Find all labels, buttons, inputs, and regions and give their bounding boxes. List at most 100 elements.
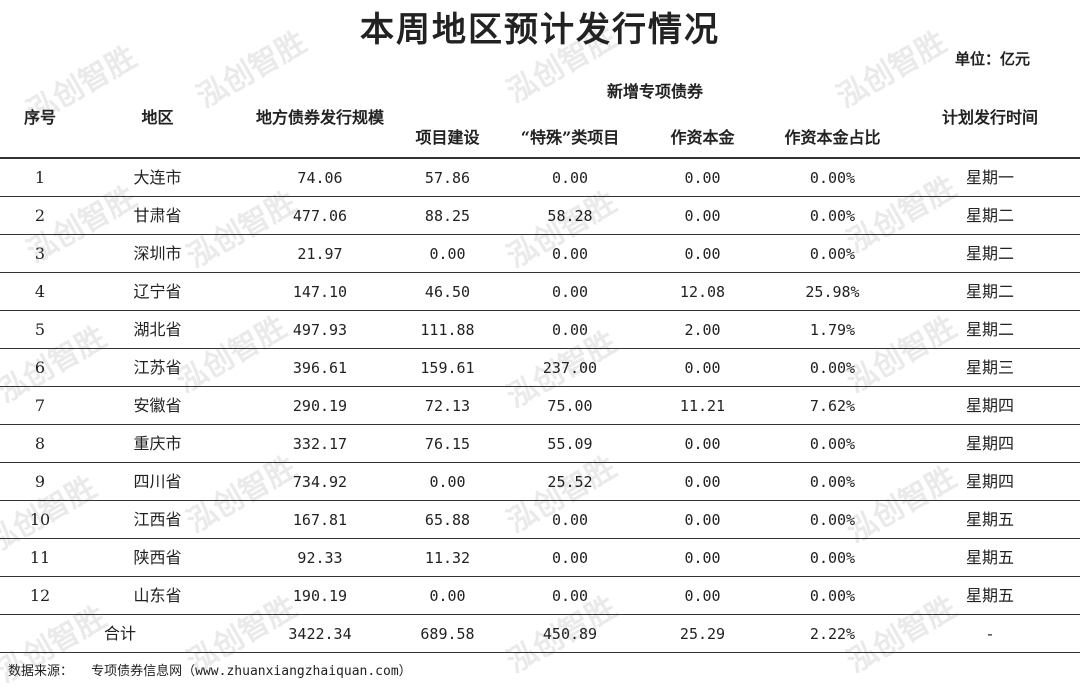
table-row: 1 大连市 74.06 57.86 0.00 0.00 0.00% 星期一 [0,159,1080,197]
cell-region: 深圳市 [133,244,182,263]
cell-total: 497.93 [292,321,348,339]
table-row: 4 辽宁省 147.10 46.50 0.00 12.08 25.98% 星期二 [0,273,1080,311]
cell-seq: 8 [34,434,46,453]
header-special: “特殊”类项目 [520,128,620,147]
cell-capital: 0.00 [684,473,721,491]
row-divider [0,576,1080,577]
cell-project: 57.86 [424,169,471,187]
page-title: 本周地区预计发行情况 [360,10,720,50]
cell-region: 江苏省 [133,358,182,377]
cell-region: 山东省 [133,586,182,605]
cell-ratio: 0.00% [809,359,856,377]
cell-project: 111.88 [420,321,475,339]
cell-region: 辽宁省 [133,282,182,301]
cell-capital: 12.08 [679,283,726,301]
cell-region: 江西省 [133,510,182,529]
cell-special: 0.00 [551,169,589,187]
row-divider [0,272,1080,273]
row-divider [0,538,1080,539]
cell-total: 290.19 [292,397,348,415]
cell-seq: 3 [34,244,46,263]
cell-seq: 12 [29,586,51,605]
row-divider [0,386,1080,387]
cell-total: 396.61 [292,359,348,377]
cell-ratio: 0.00% [809,587,856,605]
cell-project: 76.15 [424,435,471,453]
cell-total: 167.81 [292,511,348,529]
table-row: 9 四川省 734.92 0.00 25.52 0.00 0.00% 星期四 [0,463,1080,501]
cell-special: 0.00 [551,587,589,605]
cell-capital: 0.00 [684,359,721,377]
cell-region: 甘肃省 [133,206,182,225]
cell-project: 72.13 [424,397,471,415]
cell-region: 湖北省 [133,320,182,339]
cell-project: 0.00 [429,245,466,263]
cell-total: 477.06 [292,207,348,225]
total-row: 合计 3422.34 689.58 450.89 25.29 2.22% - [0,615,1080,653]
row-divider [0,424,1080,425]
cell-seq: 4 [34,282,46,301]
cell-day: 星期一 [965,168,1014,187]
row-divider [0,196,1080,197]
cell-project: 88.25 [424,207,471,225]
cell-special: 0.00 [551,283,589,301]
row-divider [0,614,1080,615]
header-total: 地方债券发行规模 [255,108,384,127]
cell-special: 25.52 [547,473,593,491]
cell-seq: 6 [34,358,46,377]
cell-seq: 1 [34,168,46,187]
cell-ratio: 7.62% [809,397,856,415]
cell-special: 0.00 [551,549,589,567]
cell-day: 星期二 [965,244,1014,263]
cell-region: 重庆市 [133,434,182,453]
cell-special: 0.00 [551,511,589,529]
table-row: 11 陕西省 92.33 11.32 0.00 0.00 0.00% 星期五 [0,539,1080,577]
cell-special: 0.00 [551,245,589,263]
cell-capital: 0.00 [684,511,721,529]
cell-capital: 0.00 [684,207,721,225]
footer-label: 数据来源： [8,664,74,679]
cell-region: 陕西省 [133,548,182,567]
cell-day: 星期五 [965,510,1014,529]
cell-capital: 0.00 [684,169,721,187]
cell-special: 237.00 [542,359,598,377]
cell-region: 大连市 [133,168,182,187]
cell-seq: 9 [34,472,46,491]
cell-day: 星期四 [965,472,1014,491]
cell-total: 92.33 [297,549,343,567]
cell-capital: 0.00 [684,549,721,567]
cell-day: 星期四 [965,396,1014,415]
cell-ratio: 0.00% [809,549,856,567]
header-divider [0,157,1080,159]
row-divider [0,652,1080,653]
cell-total: 147.10 [292,283,348,301]
cell-day: 星期四 [965,434,1014,453]
header-project: 项目建设 [415,128,480,147]
row-divider [0,348,1080,349]
cell-special: 58.28 [547,207,593,225]
cell-total: 332.17 [292,435,348,453]
cell-seq: 5 [34,320,46,339]
cell-special: 0.00 [551,321,589,339]
cell-ratio: 0.00% [809,207,856,225]
cell-ratio: 0.00% [809,169,856,187]
cell-ratio: 0.00% [809,435,856,453]
total-special: 450.89 [542,625,598,643]
total-label: 合计 [103,624,136,643]
cell-region: 安徽省 [133,396,182,415]
cell-day: 星期三 [965,358,1014,377]
cell-project: 46.50 [424,283,471,301]
cell-project: 11.32 [424,549,471,567]
cell-total: 74.06 [297,169,343,187]
cell-capital: 11.21 [679,397,726,415]
total-capital: 25.29 [679,625,726,643]
unit-label: 单位：亿元 [954,50,1030,68]
header-region: 地区 [141,108,174,127]
total-project: 689.58 [420,625,475,643]
total-day: - [987,624,993,643]
table-row: 3 深圳市 21.97 0.00 0.00 0.00 0.00% 星期二 [0,235,1080,273]
cell-seq: 10 [29,510,51,529]
table-row: 12 山东省 190.19 0.00 0.00 0.00 0.00% 星期五 [0,577,1080,615]
cell-total: 734.92 [292,473,348,491]
cell-seq: 2 [34,206,46,225]
